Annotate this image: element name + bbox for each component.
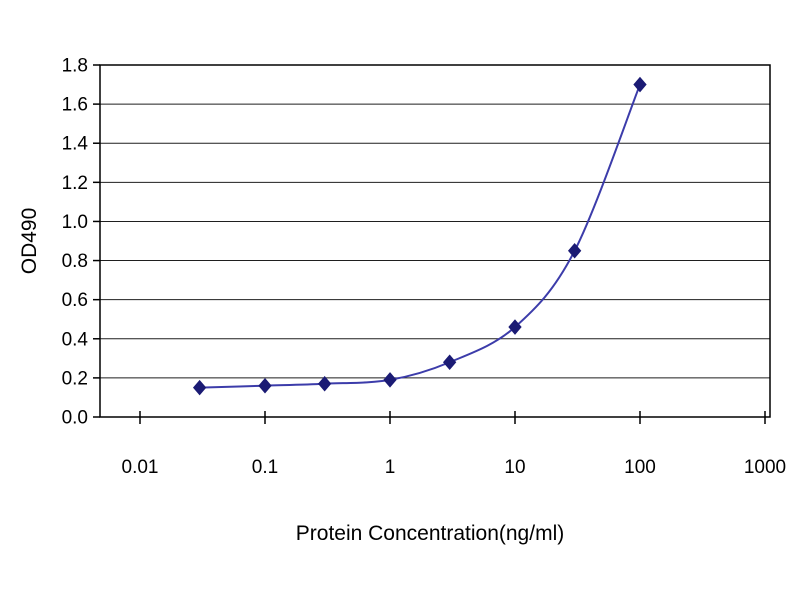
data-point-marker: [442, 354, 457, 371]
y-tick-label: 1.0: [62, 212, 88, 233]
y-tick-label: 0.6: [62, 290, 88, 311]
data-point-marker: [383, 372, 397, 388]
data-markers: [192, 76, 647, 396]
data-point-marker: [567, 243, 582, 259]
y-tick-label: 1.8: [62, 56, 88, 77]
y-tick-label: 0.4: [62, 329, 89, 350]
data-point-marker: [317, 375, 332, 392]
data-point-marker: [192, 379, 207, 396]
data-point-marker: [258, 377, 272, 394]
y-tick-label: 0.2: [62, 368, 88, 389]
y-tick-label: 1.4: [62, 134, 89, 155]
x-tick-label: 0.01: [122, 457, 159, 478]
x-axis-title: Protein Concentration(ng/ml): [296, 522, 564, 545]
y-tick-label: 1.2: [62, 173, 88, 194]
axis-ticks: [93, 64, 766, 424]
y-tick-label: 0.8: [62, 251, 88, 272]
data-point-marker: [508, 319, 522, 335]
y-tick-label: 0.0: [62, 408, 88, 429]
gridlines: [100, 64, 770, 379]
plot-border: [99, 64, 771, 418]
y-axis-title: OD490: [18, 208, 41, 275]
x-tick-label: 0.1: [252, 457, 278, 478]
x-tick-label: 1000: [744, 457, 786, 478]
data-line: [199, 84, 641, 389]
x-tick-label: 100: [624, 457, 656, 478]
data-point-marker: [633, 76, 647, 93]
y-tick-label: 1.6: [62, 95, 88, 116]
x-tick-label: 1: [385, 457, 396, 478]
x-tick-label: 10: [504, 457, 525, 478]
tick-labels: 0.01 0.1 1 10 100 1000 0.0 0.2 0.4 0.6 0.8 1.0 1.2 1.…: [62, 56, 787, 479]
